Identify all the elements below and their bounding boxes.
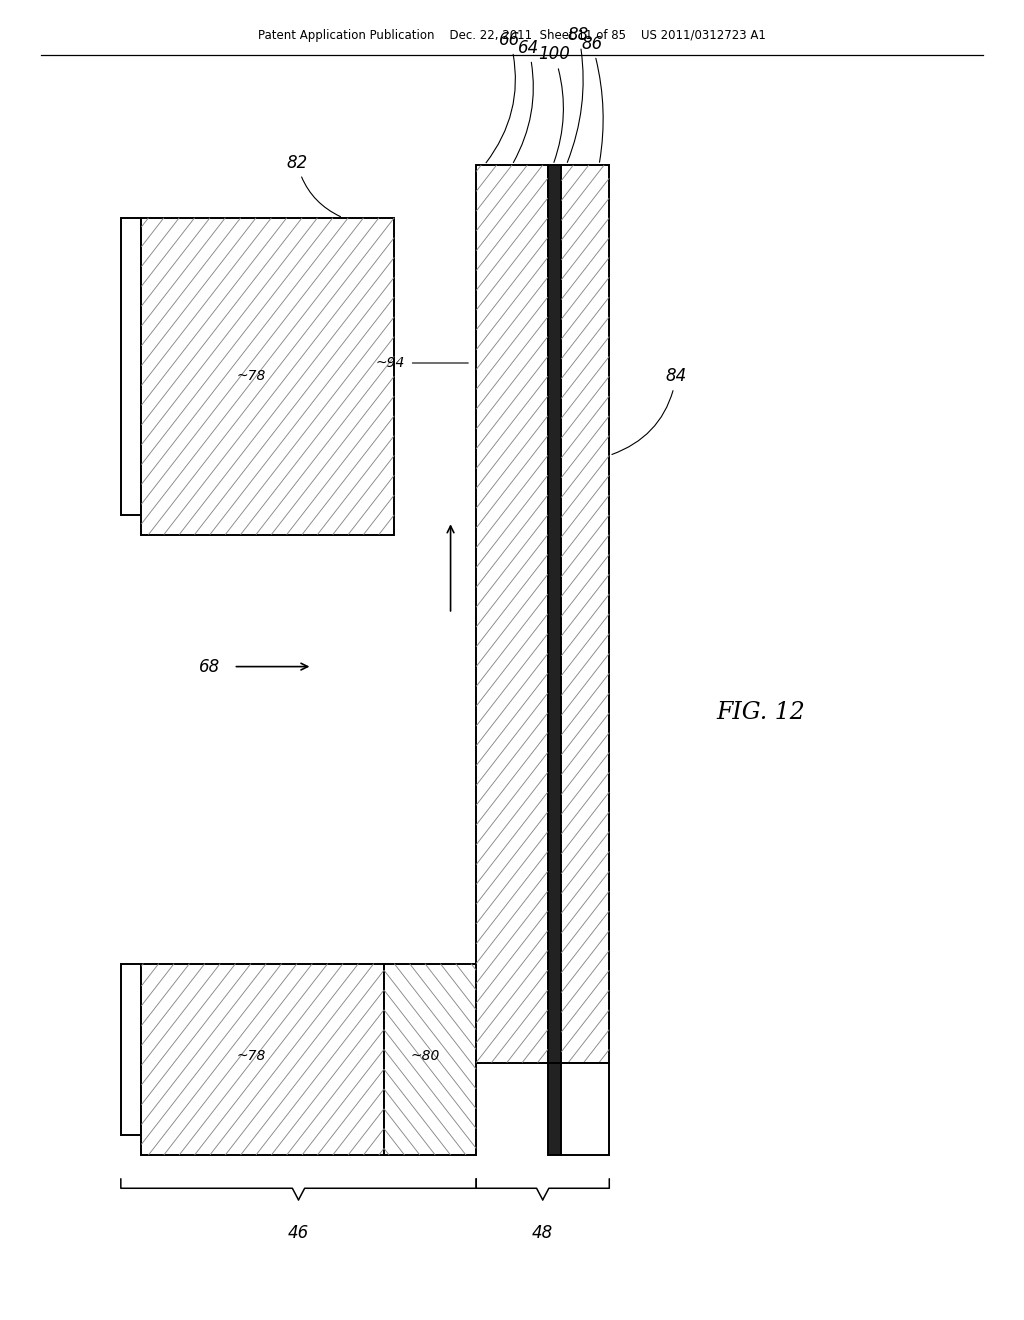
Text: 68: 68 — [199, 657, 220, 676]
Text: 64: 64 — [513, 38, 539, 162]
Text: 48: 48 — [532, 1224, 553, 1242]
Text: 66: 66 — [486, 30, 520, 162]
Bar — [561, 1063, 609, 1155]
Text: ~94: ~94 — [375, 356, 404, 370]
Text: Patent Application Publication    Dec. 22, 2011  Sheet 11 of 85    US 2011/03127: Patent Application Publication Dec. 22, … — [258, 29, 766, 42]
Bar — [121, 218, 141, 515]
Text: ~78: ~78 — [237, 1049, 265, 1063]
Text: 100: 100 — [538, 45, 570, 162]
Text: 86: 86 — [582, 34, 603, 162]
Text: ~80: ~80 — [411, 1049, 439, 1063]
Bar — [384, 964, 476, 1155]
Bar — [548, 165, 561, 1063]
Bar — [476, 165, 548, 1063]
Text: FIG. 12: FIG. 12 — [717, 701, 806, 725]
Text: 84: 84 — [612, 367, 687, 454]
Text: 82: 82 — [287, 153, 341, 216]
Text: ~78: ~78 — [237, 370, 265, 383]
Text: 88: 88 — [567, 25, 589, 162]
Bar — [141, 964, 384, 1155]
Bar — [561, 165, 609, 1063]
Bar — [121, 964, 141, 1135]
Bar — [548, 1063, 561, 1155]
Text: 46: 46 — [288, 1224, 309, 1242]
Bar — [141, 218, 394, 535]
